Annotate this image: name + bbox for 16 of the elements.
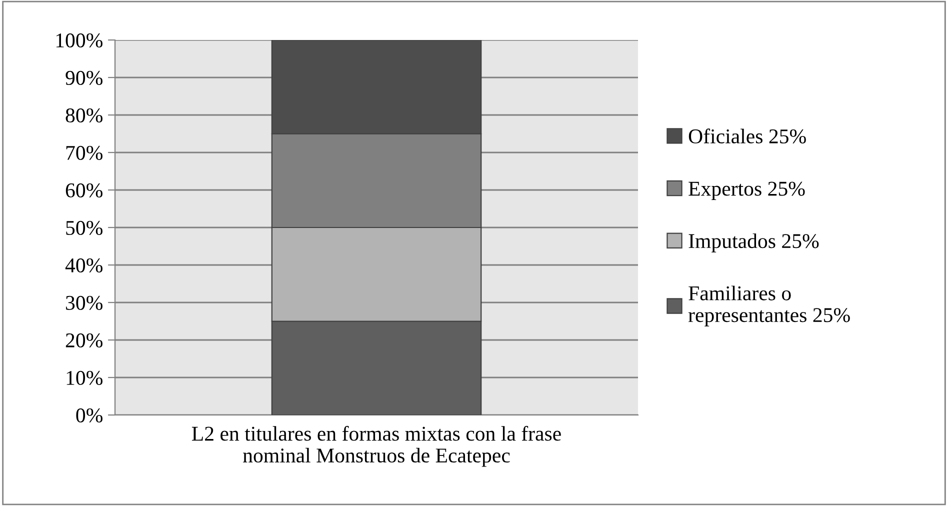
y-tick-label: 60% — [66, 183, 102, 198]
legend-label: Imputados 25% — [688, 233, 819, 252]
y-tick-label: 10% — [66, 370, 102, 385]
y-tick-label: 40% — [65, 258, 102, 272]
legend-label: Oficiales 25% — [688, 128, 806, 144]
y-tick-label: 0% — [76, 408, 102, 422]
y-tick-label: 50% — [66, 220, 102, 235]
y-tick-label: 90% — [66, 70, 102, 85]
legend-label: Expertos 25% — [688, 182, 805, 200]
legend-label: Familiares o representantes 25% — [688, 286, 850, 326]
y-tick-label: 80% — [66, 108, 102, 122]
y-tick-label: 20% — [66, 333, 102, 348]
y-tick-label: 70% — [66, 146, 102, 160]
y-tick-label: 30% — [66, 296, 102, 310]
x-tick-label: L2 en titulares en formas mixtas con la frase nominal Monstruos de Ecatepec — [192, 426, 561, 467]
y-tick-label: 100% — [56, 33, 102, 48]
